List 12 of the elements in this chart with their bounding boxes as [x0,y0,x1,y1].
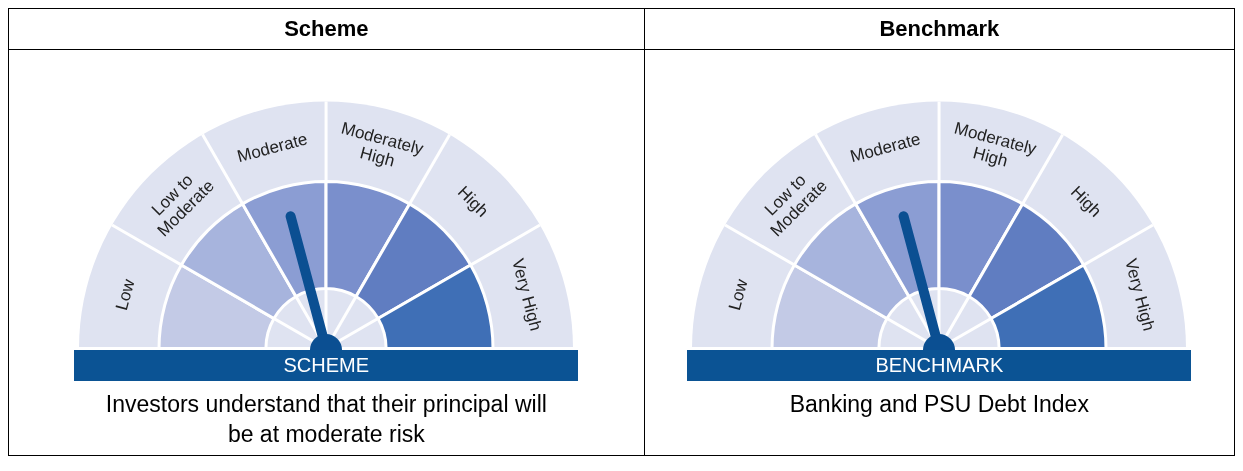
slice-label: Low [112,276,139,313]
slice-label: Moderate [848,129,923,167]
text: BENCHMARK [687,350,1192,381]
text: SCHEME [74,350,579,381]
chart-title: Scheme [8,8,645,50]
chart-title: Benchmark [644,8,1235,50]
slice-label: Low [725,276,752,313]
slice-label: Moderate [235,129,310,167]
slice-label: Very High [508,256,546,333]
text: Banking and PSU Debt Index [788,390,1090,419]
slice-label: Very High [1121,256,1159,333]
text: Investors understand that their principal will be at moderate risk [104,390,548,449]
